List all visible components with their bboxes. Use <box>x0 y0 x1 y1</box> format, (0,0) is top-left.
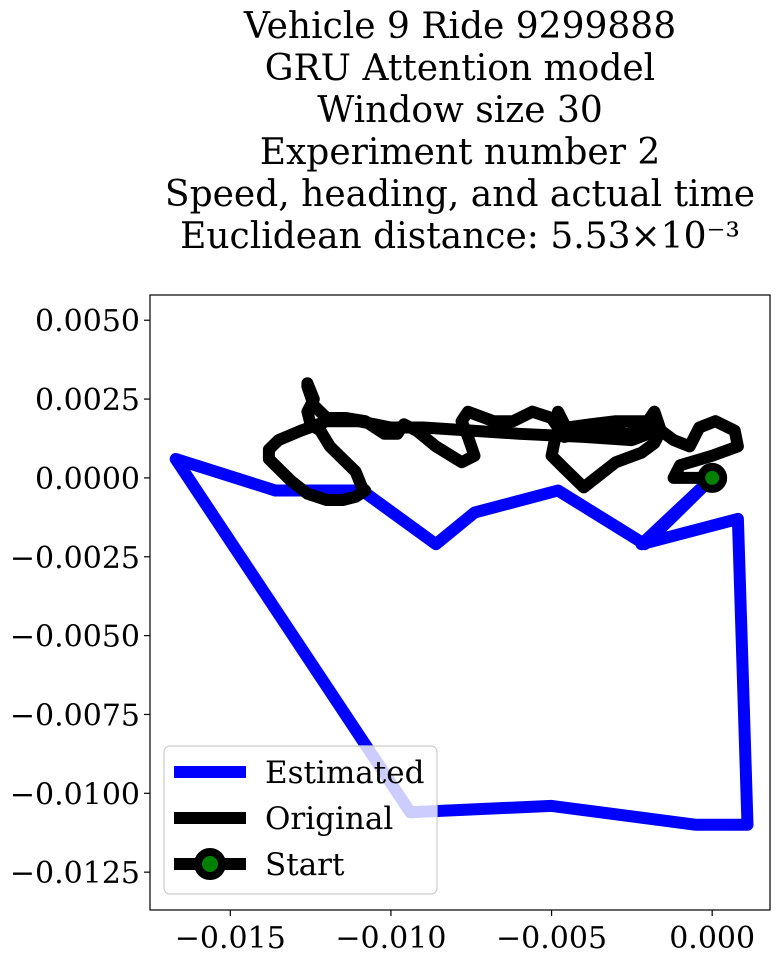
title-line-6: Euclidean distance: 5.53×10⁻³ <box>180 216 740 257</box>
title-line-2: GRU Attention model <box>265 48 655 89</box>
x-tick-label: −0.005 <box>496 921 607 956</box>
title-line-4: Experiment number 2 <box>260 132 661 173</box>
y-tick-label: 0.0050 <box>35 304 140 339</box>
y-tick-label: 0.0025 <box>35 383 140 418</box>
y-tick-label: −0.0075 <box>10 698 140 733</box>
x-tick-label: −0.010 <box>335 921 446 956</box>
legend-box <box>163 745 438 895</box>
legend: Estimated Original Start <box>163 745 438 895</box>
legend-start-label: Start <box>265 847 345 883</box>
chart-title: Vehicle 9 Ride 9299888 GRU Attention mod… <box>165 6 755 257</box>
x-axis: −0.015 −0.010 −0.005 0.000 <box>175 910 755 956</box>
x-tick-label: −0.015 <box>175 921 286 956</box>
legend-estimated-label: Estimated <box>265 755 424 791</box>
title-line-5: Speed, heading, and actual time <box>165 174 755 215</box>
plot-area <box>169 377 754 831</box>
y-tick-label: −0.0025 <box>10 541 140 576</box>
y-tick-label: −0.0050 <box>10 620 140 655</box>
y-tick-label: −0.0100 <box>10 777 140 812</box>
start-point-marker <box>697 462 728 493</box>
title-line-3: Window size 30 <box>317 90 603 131</box>
y-tick-label: 0.0000 <box>35 462 140 497</box>
series-line-original <box>262 377 744 506</box>
x-tick-label: 0.000 <box>669 921 755 956</box>
y-axis: 0.0050 0.0025 0.0000 −0.0025 −0.0050 −0.0075 −… <box>10 304 150 891</box>
series-line-estimated <box>169 453 754 831</box>
y-tick-label: −0.0125 <box>10 856 140 891</box>
axes-frame <box>149 294 771 911</box>
title-line-1: Vehicle 9 Ride 9299888 <box>243 6 676 47</box>
legend-start-swatch-marker <box>194 848 226 880</box>
legend-original-label: Original <box>265 801 393 837</box>
